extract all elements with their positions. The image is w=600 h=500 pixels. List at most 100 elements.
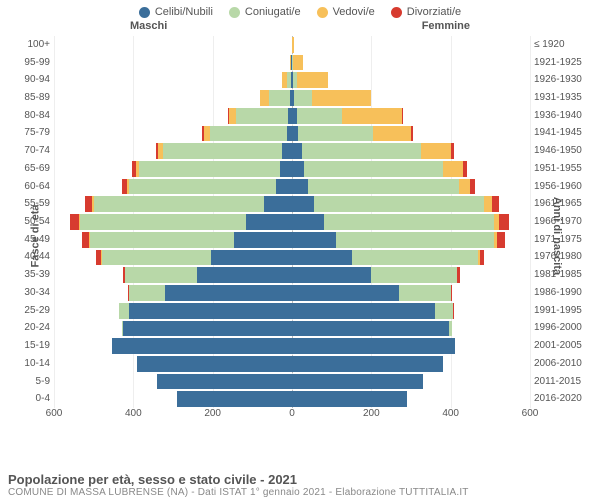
birth-year-label: 1986-1990 [534,288,588,298]
pyramid-row: 75-791941-1945 [54,125,530,143]
bar-segment [123,321,292,337]
birth-year-label: 1936-1940 [534,111,588,121]
bar-female [292,321,530,337]
birth-year-label: 1961-1965 [534,199,588,209]
bar-segment [443,161,463,177]
bar-male [54,321,292,337]
bar-male [54,214,292,230]
bar-segment [352,250,479,266]
legend-item: Vedovi/e [317,6,375,18]
bar-female [292,338,530,354]
x-tick-label: 0 [289,408,295,419]
bar-segment [297,108,343,124]
birth-year-label: ≤ 1920 [534,40,588,50]
age-label: 10-14 [12,359,50,369]
bar-female [292,196,530,212]
legend-label: Divorziati/e [407,6,461,18]
bar-segment [236,108,288,124]
bar-female [292,267,530,283]
bar-male [54,72,292,88]
bar-segment [499,214,509,230]
birth-year-label: 2001-2005 [534,341,588,351]
bar-male [54,391,292,407]
x-tick-label: 400 [125,408,142,419]
bar-segment [470,179,475,195]
bar-segment [85,196,92,212]
bar-segment [292,338,455,354]
bar-male [54,303,292,319]
age-label: 95-99 [12,58,50,68]
age-label: 85-89 [12,93,50,103]
bar-male [54,356,292,372]
bar-segment [399,285,451,301]
birth-year-label: 1951-1955 [534,164,588,174]
bar-segment [197,267,292,283]
bar-segment [308,179,459,195]
x-tick-label: 200 [204,408,221,419]
bar-female [292,285,530,301]
bar-female [292,303,530,319]
bar-segment [293,55,303,71]
age-label: 90-94 [12,75,50,85]
legend-swatch [229,7,240,18]
bar-male [54,338,292,354]
age-label: 50-54 [12,217,50,227]
pyramid-row: 40-441976-1980 [54,249,530,267]
bar-male [54,285,292,301]
bar-segment [70,214,79,230]
bar-segment [292,143,302,159]
pyramid-row: 50-541966-1970 [54,213,530,231]
birth-year-label: 1926-1930 [534,75,588,85]
bar-segment [139,161,280,177]
pyramid-row: 15-192001-2005 [54,337,530,355]
bar-segment [165,285,292,301]
bar-male [54,90,292,106]
bar-female [292,126,530,142]
bar-segment [292,303,435,319]
bar-segment [342,108,402,124]
bar-segment [451,143,454,159]
gender-headers: Maschi Femmine [0,20,600,36]
bar-segment [125,267,196,283]
legend-swatch [391,7,402,18]
bar-segment [264,196,292,212]
pyramid-row: 35-391981-1985 [54,266,530,284]
legend-item: Divorziati/e [391,6,461,18]
birth-year-label: 1996-2000 [534,323,588,333]
bar-male [54,143,292,159]
birth-year-label: 1976-1980 [534,252,588,262]
bar-female [292,356,530,372]
bar-male [54,37,292,53]
bar-segment [292,250,352,266]
bar-segment [137,356,292,372]
chart-area: Fasce di età Anni di nascita 100+≤ 19209… [0,36,600,436]
age-label: 0-4 [12,394,50,404]
bar-male [54,126,292,142]
legend-label: Coniugati/e [245,6,301,18]
age-label: 80-84 [12,111,50,121]
bar-male [54,196,292,212]
bar-segment [292,232,336,248]
birth-year-label: 1966-1970 [534,217,588,227]
bar-segment [484,196,491,212]
legend-swatch [317,7,328,18]
birth-year-label: 1946-1950 [534,146,588,156]
age-label: 70-74 [12,146,50,156]
bar-segment [157,374,292,390]
bar-segment [246,214,292,230]
age-label: 40-44 [12,252,50,262]
bar-segment [282,143,292,159]
footer: Popolazione per età, sesso e stato civil… [8,472,592,498]
bar-segment [294,90,312,106]
bar-segment [304,161,443,177]
bar-segment [102,250,211,266]
bar-segment [292,179,308,195]
bar-segment [260,90,269,106]
legend-item: Celibi/Nubili [139,6,213,18]
bar-segment [336,232,495,248]
plot: 100+≤ 192095-991921-192590-941926-193085… [54,36,530,408]
bar-segment [449,321,452,337]
bar-segment [314,196,485,212]
bar-segment [90,232,235,248]
bar-segment [480,250,485,266]
